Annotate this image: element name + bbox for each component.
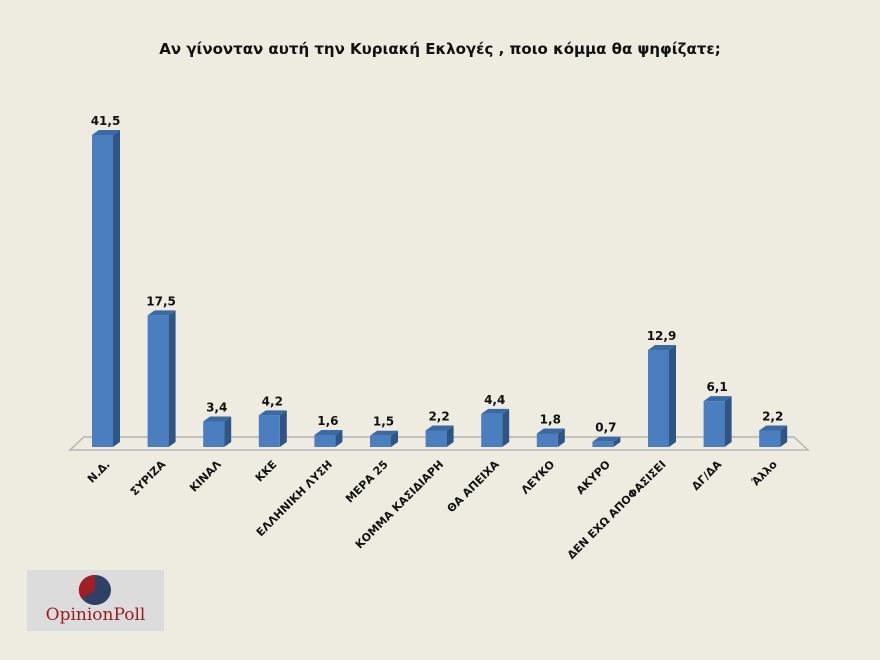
chart-title: Αν γίνονταν αυτή την Κυριακή Εκλογές , π… <box>159 40 721 58</box>
category-label: ΚΙΝΑΛ <box>187 458 224 495</box>
logo-text: OpinionPoll <box>45 605 146 625</box>
category-label: ΚΚΕ <box>253 458 280 485</box>
bar <box>370 430 398 447</box>
bar <box>759 425 788 447</box>
bar <box>536 428 565 447</box>
bar <box>203 416 232 447</box>
bar <box>481 408 510 447</box>
category-label: ΛΕΥΚΟ <box>519 458 558 497</box>
bar <box>425 425 454 447</box>
data-label: 12,9 <box>647 329 677 343</box>
data-label: 0,7 <box>595 421 616 435</box>
bar <box>258 410 287 447</box>
data-label: 2,2 <box>428 409 449 423</box>
data-label: 41,5 <box>91 114 121 128</box>
category-label: ΔΓ/ΔΑ <box>689 458 724 493</box>
data-label: 6,1 <box>706 380 727 394</box>
data-label: 3,4 <box>206 400 227 414</box>
bar <box>703 396 732 447</box>
category-label: ΣΥΡΙΖΑ <box>128 458 169 499</box>
data-label: 1,6 <box>317 414 338 428</box>
category-label: ΘΑ ΑΠΕΙΧΑ <box>445 458 503 516</box>
data-label: 1,5 <box>373 415 394 429</box>
category-label: Ν.Δ. <box>85 458 113 486</box>
bar <box>592 436 621 447</box>
category-label: ΑΚΥΡΟ <box>574 458 613 497</box>
opinionpoll-logo: OpinionPoll <box>27 570 164 631</box>
data-label: 1,8 <box>540 412 561 426</box>
category-label: ΔΕΝ ΕΧΩ ΑΠΟΦΑΣΙΣΕΙ <box>565 458 669 562</box>
bar <box>648 345 676 447</box>
pie-logo-icon <box>78 574 111 605</box>
bar <box>314 429 343 447</box>
bar <box>147 310 176 447</box>
data-label: 4,2 <box>262 394 283 408</box>
data-label: 17,5 <box>146 294 176 308</box>
data-label: 2,2 <box>762 409 783 423</box>
bar <box>92 130 120 447</box>
data-label: 4,4 <box>484 393 505 407</box>
category-label: Άλλο <box>749 458 780 489</box>
category-label: ΜΕΡΑ 25 <box>343 458 391 506</box>
